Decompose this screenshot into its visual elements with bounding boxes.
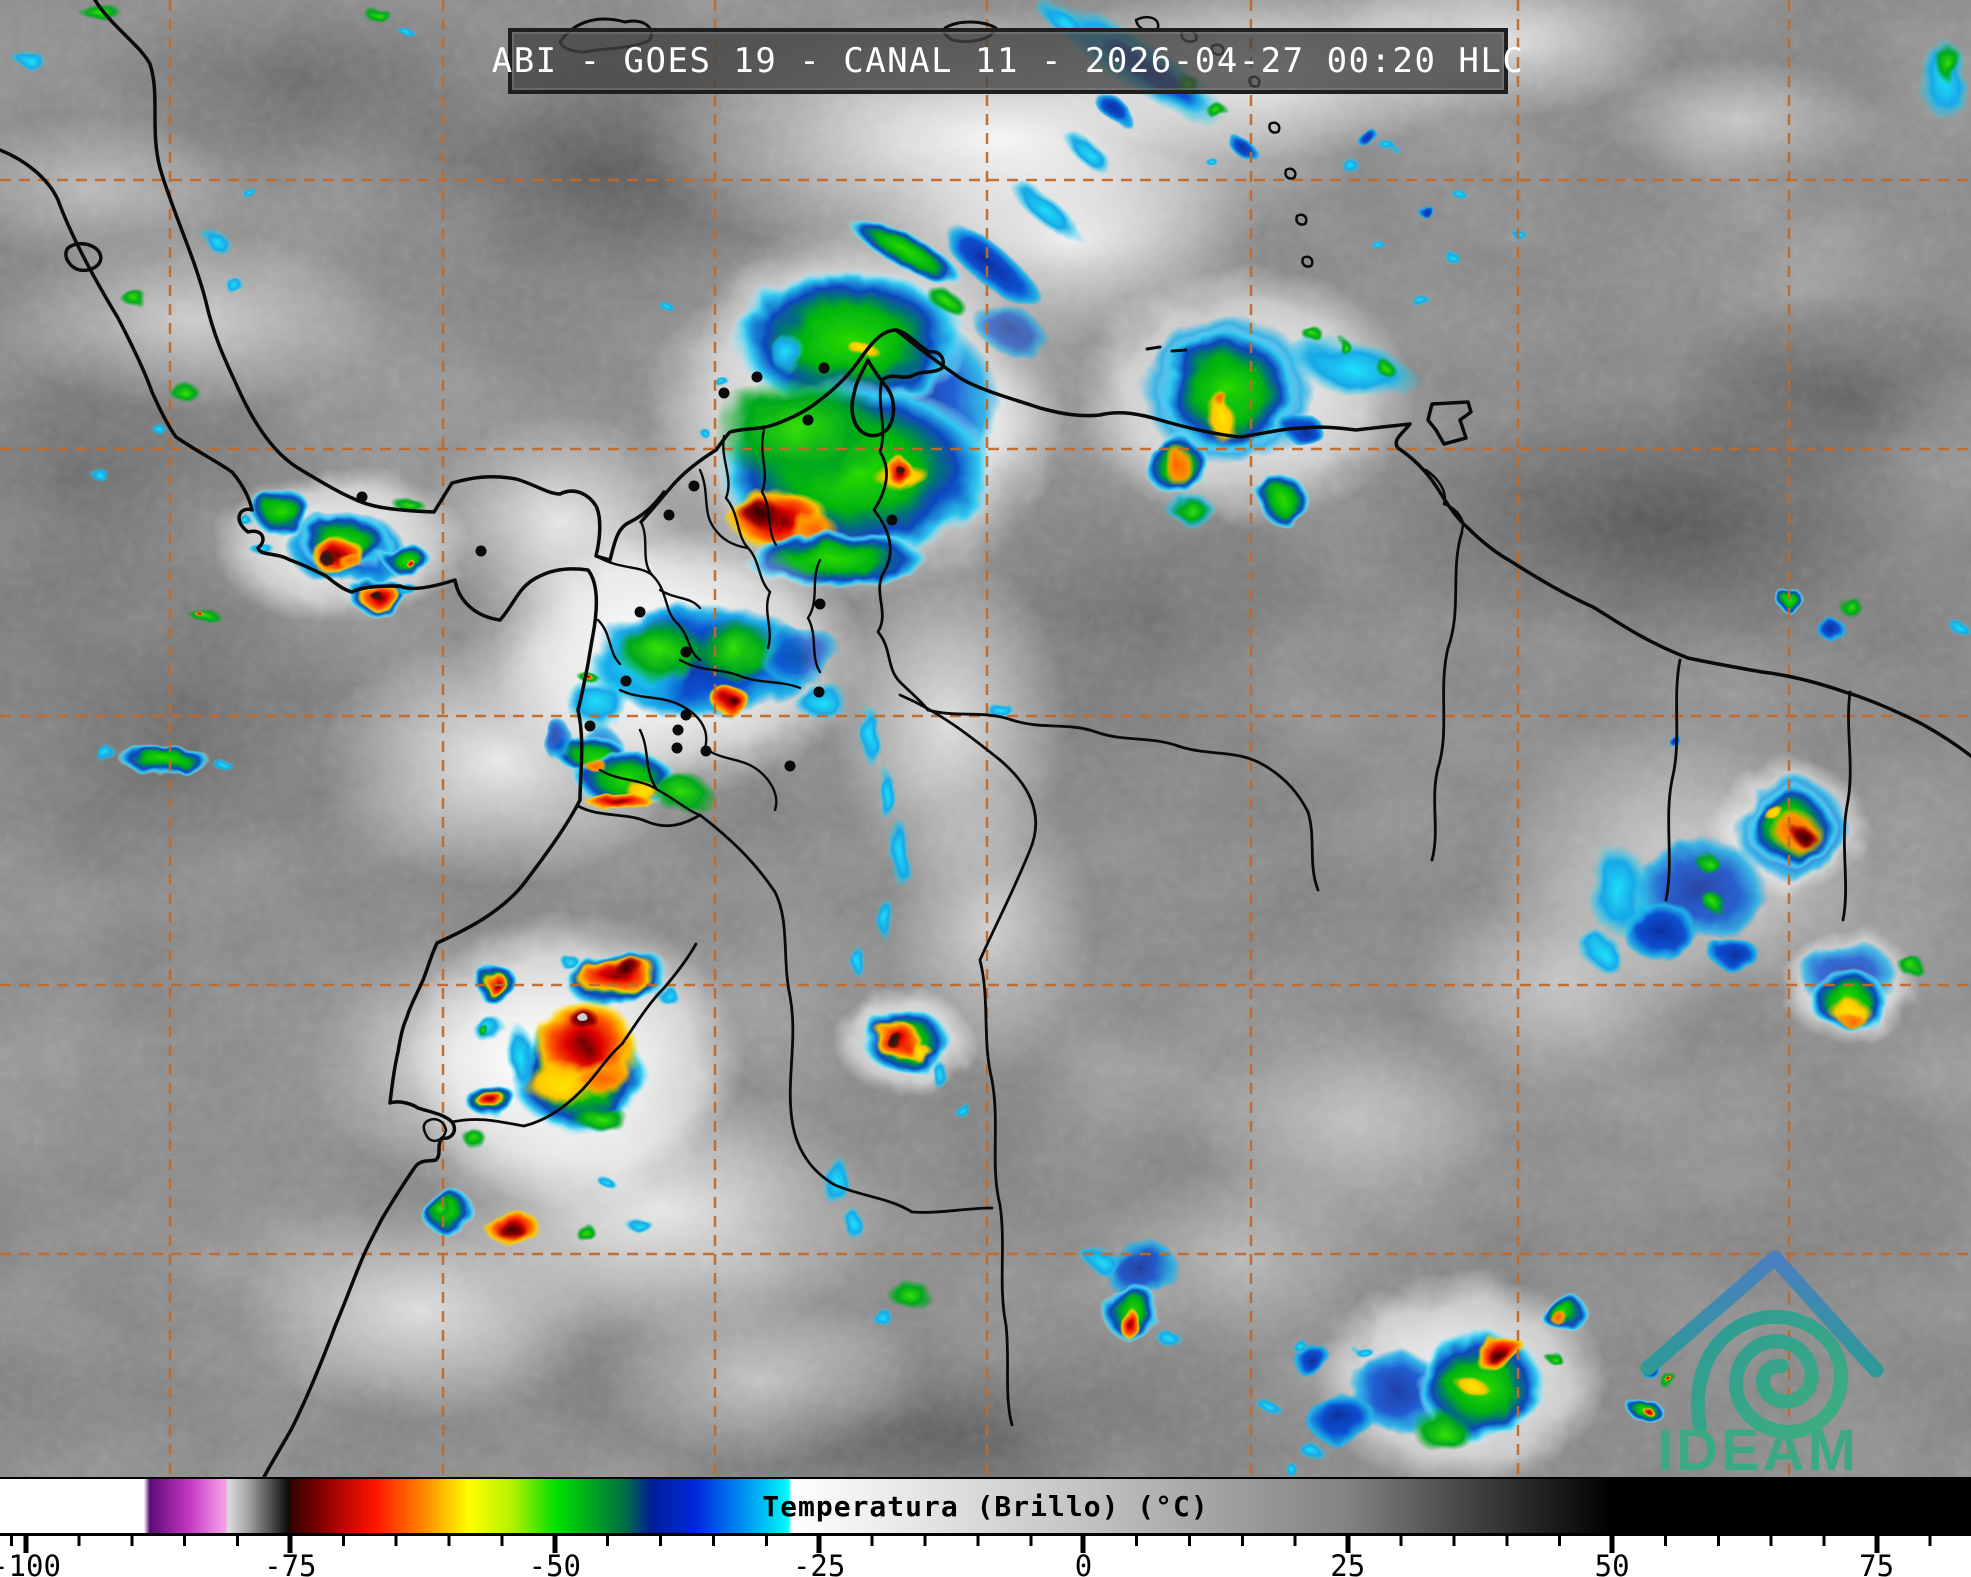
storm-cluster-bottom-right — [1260, 1270, 1682, 1490]
colorbar-tick-label: -25 — [792, 1549, 846, 1577]
colorbar-major-tick — [552, 1536, 558, 1553]
storm-specks-west — [12, 2, 412, 776]
colorbar-tick-label: 25 — [1330, 1549, 1366, 1577]
colorbar-major-tick — [1874, 1536, 1880, 1553]
logo-roof-icon — [1640, 1250, 1884, 1378]
storm-cyan-band-center — [821, 702, 1016, 1241]
title-overlay: ABI - GOES 19 - CANAL 11 - 2026-04-27 00… — [492, 28, 1523, 94]
image-title: ABI - GOES 19 - CANAL 11 - 2026-04-27 00… — [491, 41, 1525, 81]
graticule-grid — [0, 0, 1971, 1477]
colorbar-tick-label: 75 — [1859, 1549, 1895, 1577]
colorbar-major-tick — [287, 1536, 293, 1553]
ideam-logo: IDEAM — [1640, 1250, 1884, 1482]
storm-cells-south-colombia — [546, 720, 712, 812]
colorbar-tick-label: 50 — [1594, 1549, 1630, 1577]
storm-cluster-venezuela — [1075, 254, 1463, 525]
colorbar-major-tick — [1345, 1536, 1351, 1553]
logo-wordmark: IDEAM — [1657, 1418, 1859, 1482]
colorbar-major-tick — [1609, 1536, 1615, 1553]
colorbar-major-tick — [1080, 1536, 1086, 1553]
colorbar-axis: -100 -75 -50 -25 0 25 50 75 — [0, 1536, 1971, 1577]
storm-cluster-peru — [405, 910, 745, 1248]
storm-specks-upper-right — [1203, 132, 1528, 257]
colorbar-major-tick — [816, 1536, 822, 1553]
internal-borders — [450, 378, 1852, 1427]
colorbar-tick-label: -50 — [528, 1549, 582, 1577]
colorbar-gradient — [0, 1477, 1971, 1536]
storm-cluster-panama — [190, 465, 470, 625]
colorbar-tick-label: -100 — [0, 1549, 61, 1577]
city-markers — [356, 362, 898, 772]
colorbar-major-tick — [23, 1536, 29, 1553]
colorbar-minor-ticks — [0, 1536, 1971, 1546]
logo-spiral-icon — [1690, 1309, 1849, 1439]
colorbar-tick-label: -75 — [264, 1549, 317, 1577]
colorbar-tick-label: 0 — [1074, 1549, 1093, 1577]
